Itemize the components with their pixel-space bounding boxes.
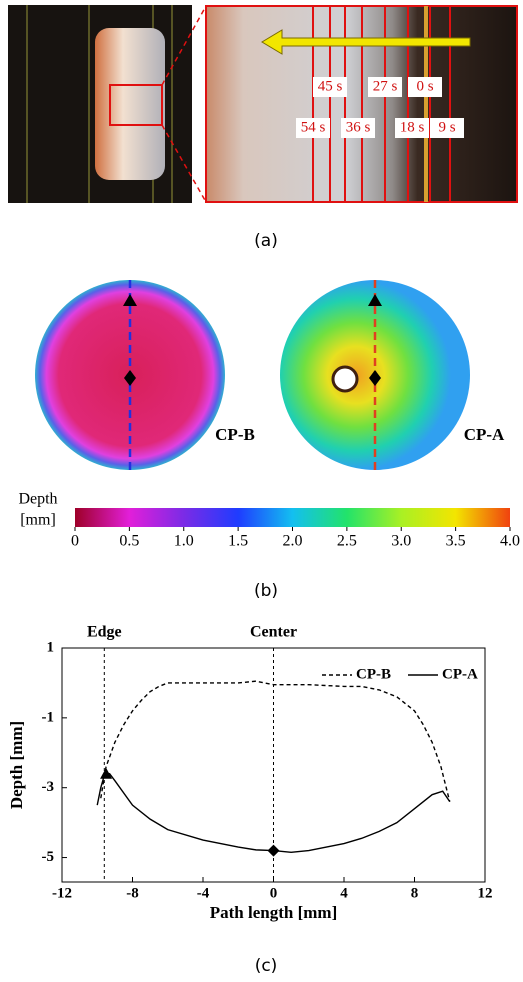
colorbar-tick-label: 0: [71, 533, 79, 550]
time-label: 18 s: [400, 119, 425, 135]
x-tick-label: 8: [411, 885, 419, 901]
legend-label: CP-B: [356, 666, 391, 682]
reference-label: Center: [250, 624, 297, 641]
y-tick-label: 1: [47, 639, 55, 655]
colorbar-ticks: 0 0.5 1.0 1.5 2.0 2.5 3.0 3.5 4.0: [71, 527, 520, 550]
time-label: 9 s: [438, 119, 455, 135]
map-label: CP-B: [215, 425, 255, 444]
series-line: [101, 681, 450, 801]
page: {"captions": ["(a)", "(b)", "(c)"], "pan…: [0, 0, 523, 982]
hole: [333, 367, 357, 391]
legend-label: CP-A: [442, 666, 478, 682]
x-tick-label: 12: [478, 885, 493, 901]
figure: 45 s 27 s 0 s 54 s 36 s 18 s 9 s (a) CP-B CP-A…: [0, 0, 523, 982]
y-tick-label: -3: [42, 779, 55, 795]
x-tick-label: -12: [52, 885, 72, 901]
time-label: 45 s: [318, 78, 343, 94]
colorbar-tick-label: 1.0: [174, 533, 194, 550]
marker: [268, 845, 280, 857]
y-tick-label: -1: [42, 709, 55, 725]
colorbar-label: Depth: [18, 491, 57, 508]
x-axis-label: Path length [mm]: [210, 903, 337, 922]
time-label: 36 s: [346, 119, 371, 135]
map-label: CP-A: [464, 425, 505, 444]
bright-stripe: [424, 6, 428, 202]
colorbar-tick-label: 1.5: [228, 533, 248, 550]
colorbar-tick-label: 3.5: [446, 533, 466, 550]
panel-a: 45 s 27 s 0 s 54 s 36 s 18 s 9 s (a): [8, 5, 517, 251]
colorbar-tick-label: 3.0: [391, 533, 411, 550]
colorbar-tick-label: 2.5: [337, 533, 357, 550]
x-tick-label: 0: [270, 885, 278, 901]
caption: (c): [255, 956, 278, 976]
caption: (a): [254, 231, 278, 251]
y-axis-label: Depth [mm]: [7, 721, 26, 809]
marker: [100, 768, 112, 779]
x-tick-label: -4: [197, 885, 210, 901]
time-label: 0 s: [416, 78, 433, 94]
panel-c: (c) -12 -8 -4 0 4 8 12 1 -1 -3 -5 Path length [mm] D…: [7, 624, 493, 976]
x-tick-label: 4: [340, 885, 348, 901]
colorbar-tick-label: 2.0: [283, 533, 303, 550]
caption: (b): [254, 581, 278, 601]
reference-label: Edge: [87, 624, 122, 641]
colorbar: [75, 508, 510, 527]
time-label: 27 s: [373, 78, 398, 94]
colorbar-tick-label: 4.0: [500, 533, 520, 550]
y-tick-label: -5: [42, 849, 55, 865]
time-label: 54 s: [301, 119, 326, 135]
specimen: [95, 28, 165, 180]
panel-b: CP-B CP-A Depth [mm] 0 0.5 1.0 1.5 2.0 2.5 3.0…: [18, 280, 520, 601]
colorbar-tick-label: 0.5: [119, 533, 139, 550]
colorbar-label: [mm]: [20, 512, 56, 529]
x-tick-label: -8: [126, 885, 139, 901]
